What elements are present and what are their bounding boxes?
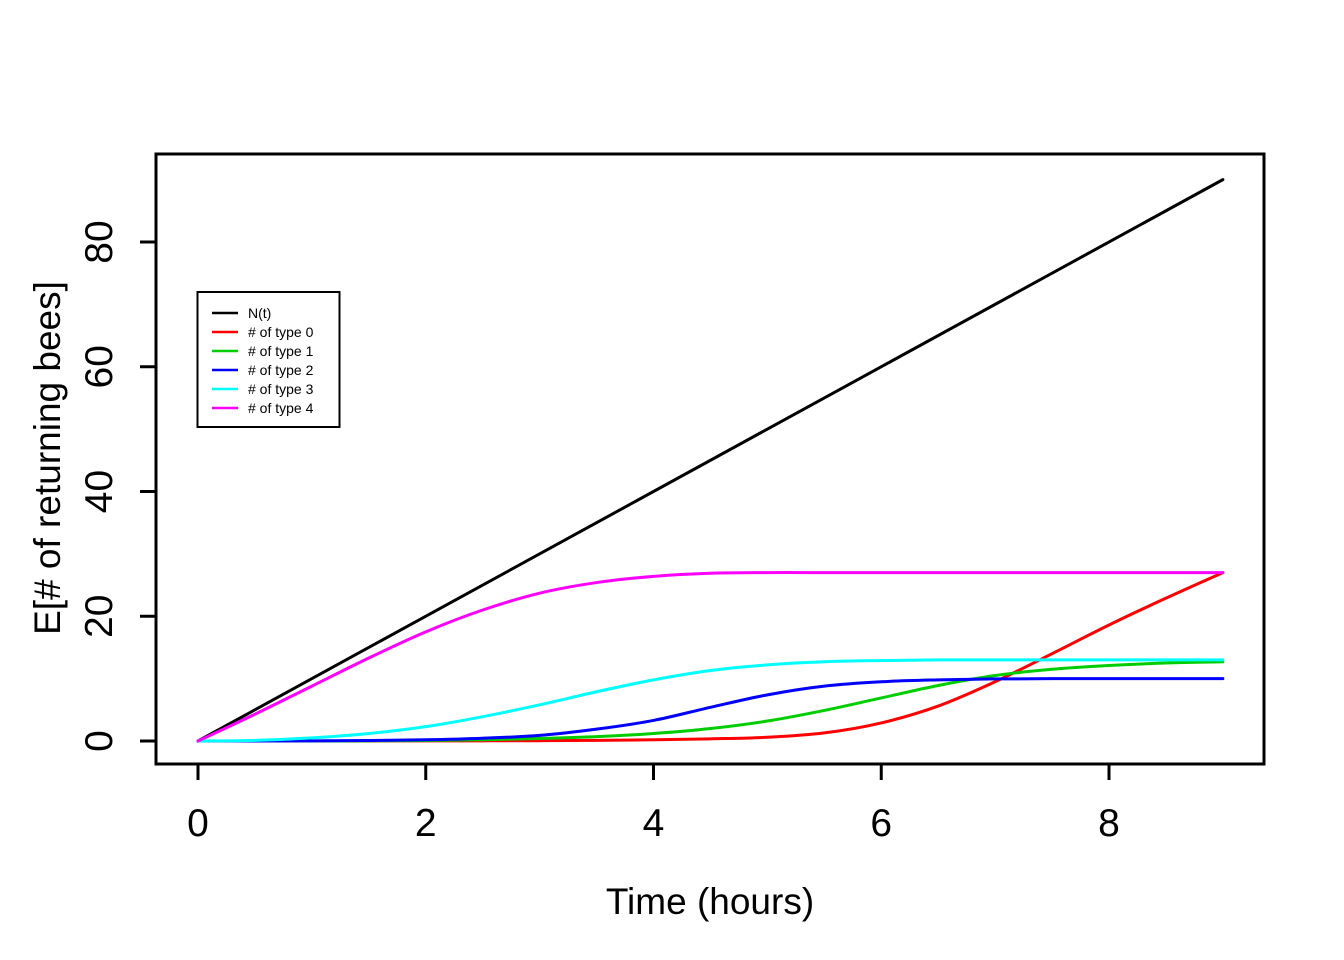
legend-label: # of type 0 [248, 324, 314, 340]
series-line--of-type-2 [196, 677, 1225, 743]
legend-label: # of type 3 [248, 381, 314, 397]
legend-label: # of type 4 [248, 400, 314, 416]
y-tick-label: 80 [78, 220, 121, 263]
series-line-n-t- [196, 178, 1225, 743]
x-tick-label: 2 [415, 802, 437, 845]
y-tick-label: 60 [78, 345, 121, 388]
x-tick-label: 0 [187, 802, 209, 845]
legend-label: N(t) [248, 305, 271, 321]
series-line--of-type-4 [196, 571, 1225, 743]
legend: N(t) # of type 0 # of type 1 # of type 2 # o… [196, 291, 341, 428]
series-line--of-type-3 [196, 658, 1225, 743]
x-tick-label: 6 [870, 802, 892, 845]
x-axis-title: Time (hours) [606, 881, 814, 922]
y-tick-label: 40 [78, 470, 121, 513]
plot-area [154, 152, 1266, 766]
y-tick-label: 0 [78, 730, 121, 752]
legend-box [196, 291, 341, 428]
y-tick-label: 20 [78, 595, 121, 638]
y-axis-title: E[# of returning bees] [27, 281, 68, 635]
series-lines [196, 178, 1225, 743]
x-axis: 0 2 4 6 8 [187, 764, 1120, 845]
x-tick-label: 4 [643, 802, 665, 845]
legend-label: # of type 2 [248, 362, 314, 378]
x-tick-label: 8 [1098, 802, 1120, 845]
series-line--of-type-1 [196, 660, 1225, 743]
y-axis: 0 20 40 60 80 [78, 220, 156, 752]
legend-label: # of type 1 [248, 343, 314, 359]
